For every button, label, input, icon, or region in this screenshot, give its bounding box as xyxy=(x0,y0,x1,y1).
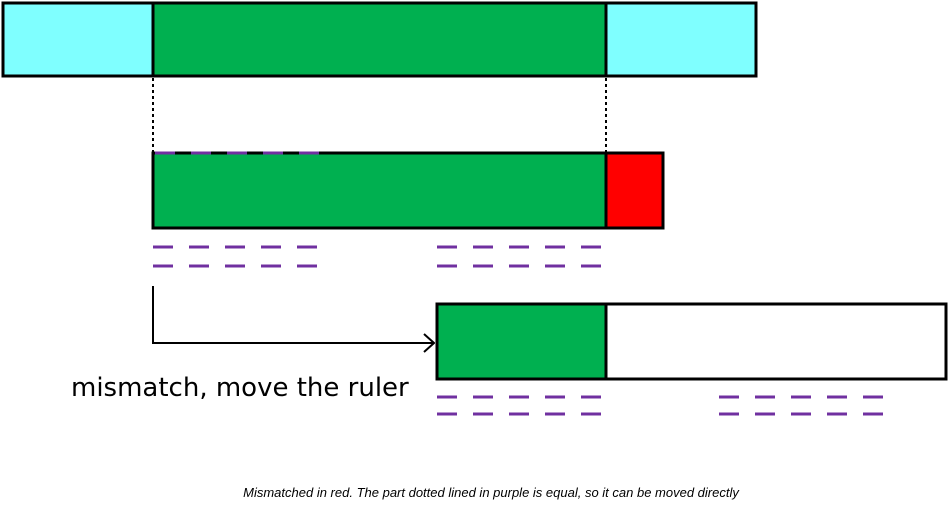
text-matched-segment xyxy=(151,1,608,78)
pattern-row xyxy=(151,151,665,230)
shifted-unknown-segment xyxy=(604,302,948,381)
action-label: mismatch, move the ruler xyxy=(71,373,409,403)
caption: Mismatched in red. The part dotted lined… xyxy=(243,485,740,500)
shifted-pattern-row xyxy=(435,302,948,381)
pattern-mismatch-segment xyxy=(604,151,665,230)
shift-arrow xyxy=(152,286,433,343)
shifted-matched-segment xyxy=(435,302,608,381)
pattern-matched-segment xyxy=(151,151,608,230)
equal-markers-shifted xyxy=(437,395,886,416)
alignment-guides xyxy=(152,78,607,152)
text-row xyxy=(1,1,758,78)
text-right-segment xyxy=(604,1,758,78)
text-left-segment xyxy=(1,1,155,78)
equal-markers-pattern xyxy=(153,245,604,268)
